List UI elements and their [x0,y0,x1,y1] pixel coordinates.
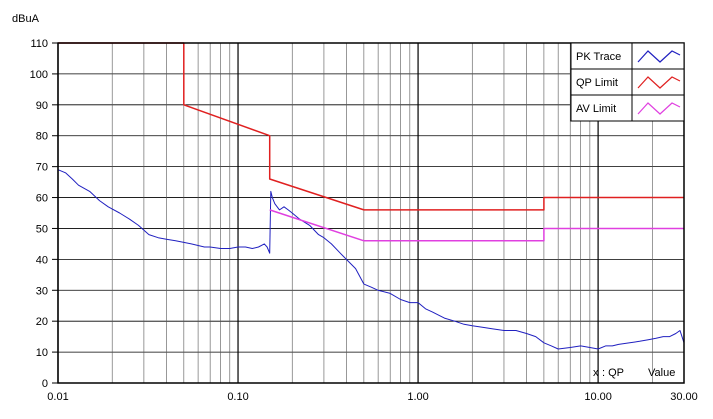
legend-label-qp-limit: QP Limit [576,77,618,89]
qp-value-label: Value [648,367,675,379]
y-tick-label: 70 [36,162,48,174]
plot-frame [57,42,685,384]
x-tick-label: 10.00 [584,391,612,403]
legend-label-av-limit: AV Limit [576,103,616,115]
qp-marker-label: : QP [602,367,624,379]
legend-swatch-pk-trace [637,50,681,63]
y-tick-label: 90 [36,100,48,112]
x-tick-label: 30.00 [670,391,698,403]
legend-label-pk-trace: PK Trace [576,51,621,63]
series-line-qp-limit [58,42,684,211]
y-tick-label: 30 [36,285,48,297]
y-tick-label: 20 [36,316,48,328]
series-layer [57,42,685,350]
x-tick-labels: 0.01 0.10 1.00 10.00 30.00 [47,391,697,403]
y-tick-label: 100 [30,69,48,81]
legend-swatch-av-limit [637,102,681,115]
x-tick-label: 1.00 [407,391,428,403]
y-tick-label: 60 [36,193,48,205]
y-tick-label: 110 [30,38,48,50]
series-line-av-limit [269,209,684,242]
annotation: x : QP Value [593,367,675,379]
y-tick-label: 10 [36,347,48,359]
legend-swatch-qp-limit [637,76,681,89]
x-tick-label: 0.01 [47,391,68,403]
y-tick-label: 40 [36,254,48,266]
y-tick-labels: 0 10 20 30 40 50 60 70 80 90 100 110 [30,38,58,390]
legend: PK Trace QP Limit AV Limit [570,42,685,122]
y-tick-label: 0 [42,378,48,390]
y-tick-label: 50 [36,223,48,235]
x-tick-label: 0.10 [227,391,248,403]
series-line-pk-trace [57,169,685,350]
y-axis-unit-label: dBuA [12,13,40,25]
y-tick-label: 80 [36,131,48,143]
legend-box [570,42,685,122]
qp-marker-icon: x [593,367,599,379]
